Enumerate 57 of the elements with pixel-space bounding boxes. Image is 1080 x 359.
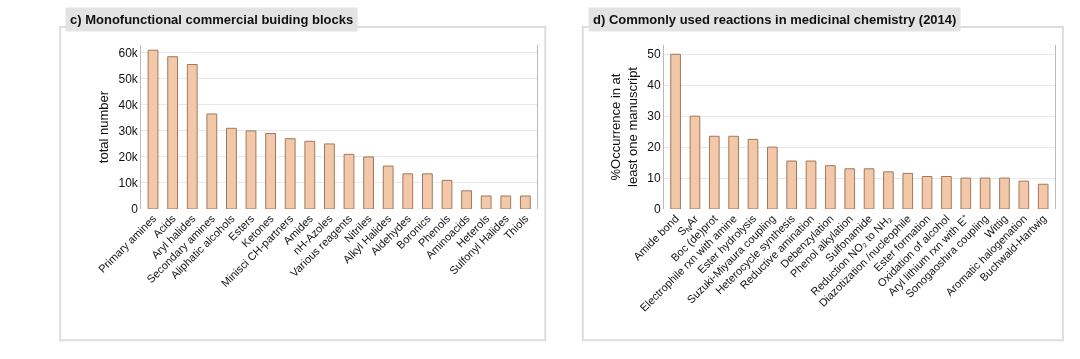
bar: [480, 195, 492, 209]
y-tick-label: 20: [647, 140, 661, 155]
y-tick-label: 0: [653, 202, 661, 217]
y-tick-label: 30: [647, 109, 661, 124]
bar: [747, 138, 759, 209]
bar: [304, 140, 316, 209]
bar: [902, 172, 914, 209]
bar: [363, 156, 374, 209]
y-tick-label: 50: [647, 47, 661, 62]
bar: [167, 56, 179, 209]
bar: [147, 49, 159, 209]
bar: [767, 146, 778, 209]
bar: [960, 177, 972, 209]
bar: [402, 173, 414, 209]
bar: [421, 173, 433, 209]
bar: [206, 113, 218, 209]
y-tick-label: 10: [647, 171, 661, 186]
y-tick-label: 0: [131, 202, 139, 217]
bar: [284, 138, 296, 209]
chart-title: d) Commonly used reactions in medicinal chemistry (2014): [593, 12, 957, 27]
bar: [343, 153, 355, 209]
bar: [941, 176, 952, 209]
y-tick-label: 30k: [118, 124, 139, 139]
bar: [1037, 183, 1049, 209]
bar: [324, 143, 335, 209]
bar: [265, 133, 277, 209]
bar: [226, 127, 237, 209]
bar: [689, 115, 701, 209]
y-tick-label: 10k: [118, 176, 139, 191]
bar: [708, 135, 720, 209]
bar: [863, 168, 875, 209]
y-tick-label: 40k: [118, 98, 139, 113]
y-tick-label: 40: [647, 78, 661, 93]
bar: [825, 165, 836, 209]
bar: [921, 176, 933, 209]
bar: [786, 160, 798, 209]
bar: [461, 190, 472, 209]
bar: [1018, 180, 1030, 209]
bar: [844, 168, 856, 209]
y-tick-label: 60k: [118, 46, 139, 61]
chart-title: c) Monofunctional commercial buiding blocks: [70, 12, 354, 27]
bar: [186, 64, 198, 209]
bar: [999, 177, 1010, 209]
y-tick-label: 50k: [118, 72, 139, 87]
y-axis-title: total number: [96, 90, 112, 164]
bar: [805, 160, 817, 209]
bar: [441, 179, 453, 209]
bar: [883, 171, 894, 209]
bar: [670, 53, 681, 209]
bar: [728, 135, 739, 209]
y-tick-label: 20k: [118, 150, 139, 165]
bar: [382, 165, 394, 209]
bar: [979, 177, 991, 209]
y-axis-title: %Occurrence in at least one manuscript: [608, 66, 641, 187]
bar: [245, 130, 257, 209]
bar: [500, 195, 512, 209]
bar: [519, 195, 531, 209]
